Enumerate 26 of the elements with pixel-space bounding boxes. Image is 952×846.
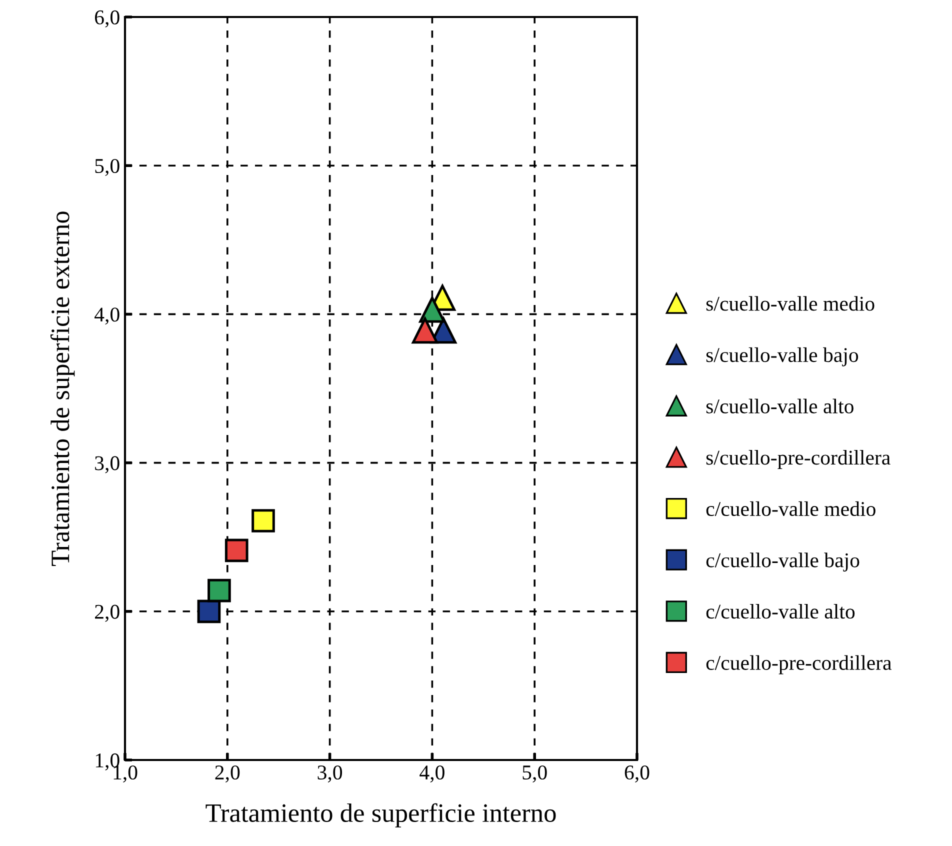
x-tick-label: 4,0 <box>420 765 444 783</box>
legend-label: s/cuello-pre-cordillera <box>706 450 890 469</box>
legend-label: s/cuello-valle medio <box>706 296 874 311</box>
x-axis-title: Tratamiento de superficie interno <box>206 803 556 828</box>
point <box>412 317 438 344</box>
point <box>419 296 446 323</box>
legend-label: c/cuello-valle bajo <box>706 552 860 572</box>
legend-label: c/cuello-valle medio <box>706 501 876 516</box>
x-tick-label: 5,0 <box>522 765 547 783</box>
y-tick-label: 4,0 <box>94 308 120 325</box>
x-tick-label: 6,0 <box>624 765 650 783</box>
y-tick-label: 5,0 <box>95 158 120 176</box>
legend-label: c/cuello-pre-cordillera <box>706 655 892 674</box>
y-axis-title: Tratamiento de superficie externo <box>50 212 75 566</box>
legend-label: c/cuello-valle alto <box>706 604 855 619</box>
y-tick-label: 6,0 <box>94 10 120 28</box>
x-tick-label: 2,0 <box>215 765 240 783</box>
x-tick-label: 3,0 <box>318 765 342 783</box>
legend-label: s/cuello-valle bajo <box>706 347 858 366</box>
y-tick-label: 2,0 <box>95 604 120 622</box>
legend-label: s/cuello-valle alto <box>706 398 854 414</box>
point <box>252 509 275 532</box>
y-tick-label: 3,0 <box>95 456 120 474</box>
point <box>224 538 248 562</box>
point <box>208 578 231 602</box>
point <box>197 600 221 624</box>
